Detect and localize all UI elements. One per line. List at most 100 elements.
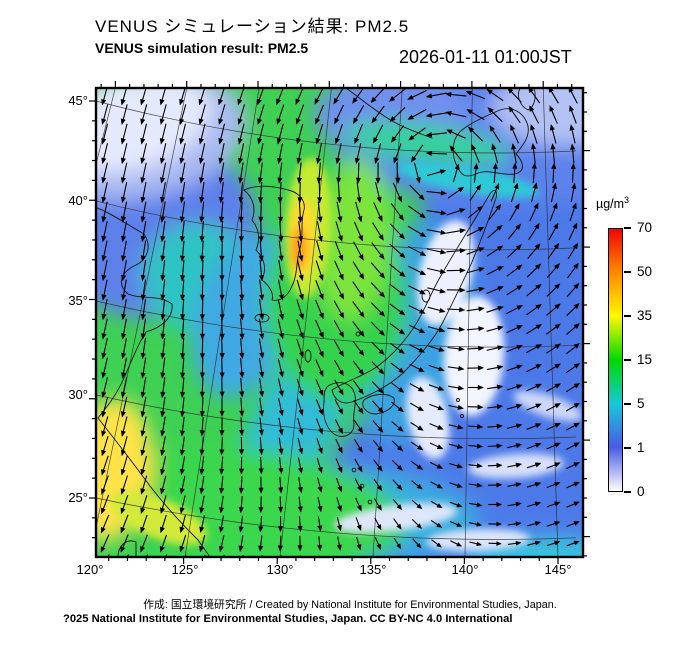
wind-arrow-shaft — [102, 88, 108, 103]
wind-arrow-shaft — [586, 385, 593, 392]
wind-arrow-shaft — [318, 162, 321, 181]
wind-arrow-shaft — [220, 143, 225, 161]
meridian-line — [96, 88, 188, 530]
wind-arrow-shaft — [334, 359, 343, 374]
wind-arrow-head — [258, 487, 264, 494]
page-title-english: VENUS simulation result: PM2.5 — [95, 40, 309, 56]
wind-arrow-head — [120, 430, 126, 437]
wind-arrow-shaft — [526, 305, 540, 316]
wind-arrow-head — [449, 145, 456, 152]
wind-arrow-shaft — [396, 162, 399, 181]
wind-arrow-shaft — [102, 123, 109, 142]
wind-arrow-shaft — [180, 534, 187, 550]
wind-arrow-shaft — [122, 182, 128, 200]
wind-arrow-head — [238, 526, 244, 533]
wind-arrow-head — [140, 566, 144, 567]
wind-arrow-shaft — [567, 245, 577, 260]
wind-arrow-shaft — [258, 299, 263, 317]
wind-arrow-head — [497, 286, 504, 292]
wind-arrow-head — [219, 275, 225, 282]
wind-arrow-shaft — [162, 318, 166, 337]
wind-arrow-head — [354, 137, 360, 145]
wind-arrow-head — [121, 235, 127, 243]
wind-arrow-shaft — [181, 337, 185, 356]
wind-arrow-head — [407, 94, 414, 100]
wind-arrow-head — [120, 507, 126, 515]
wind-arrow-shaft — [296, 299, 303, 317]
wind-arrow-head — [353, 117, 359, 125]
colorbar-tick-label: 35 — [637, 308, 653, 323]
wind-arrow-shaft — [446, 209, 463, 216]
wind-arrow-shaft — [429, 92, 447, 97]
wind-arrow-head — [554, 283, 561, 290]
lat-tick-label: 30° — [68, 387, 88, 402]
wind-arrow-shaft — [258, 318, 263, 337]
wind-arrow-shaft — [409, 184, 423, 199]
map-plot — [89, 81, 593, 567]
wind-arrow-shaft — [466, 268, 482, 274]
wind-arrow-head — [219, 430, 225, 437]
wind-arrow-shaft — [200, 182, 205, 200]
wind-arrow-shaft — [161, 396, 166, 414]
wind-arrow-head — [198, 138, 204, 145]
wind-arrow-shaft — [122, 377, 128, 395]
wind-arrow-head — [258, 526, 264, 533]
wind-arrow-head — [160, 430, 166, 437]
wind-arrow-shaft — [142, 357, 147, 376]
wind-arrow-head — [377, 387, 385, 394]
wind-arrow-shaft — [315, 280, 323, 297]
wind-arrow-head — [398, 309, 406, 316]
wind-arrow-shaft — [512, 146, 517, 164]
wind-arrow-head — [589, 106, 593, 112]
wind-arrow-shaft — [590, 206, 593, 221]
wind-arrow-head — [258, 390, 265, 398]
wind-arrow-head — [398, 233, 406, 240]
wind-arrow-shaft — [355, 201, 362, 220]
wind-arrow-shaft — [240, 201, 243, 220]
wind-arrow-shaft — [141, 436, 147, 453]
wind-arrow-head — [515, 521, 522, 527]
wind-arrow-head — [438, 346, 446, 352]
wind-arrow-head — [376, 465, 383, 472]
wind-arrow-head — [257, 138, 263, 145]
wind-arrow-shaft — [239, 143, 245, 161]
wind-arrow-shaft — [413, 558, 419, 566]
wind-arrow-head — [534, 521, 542, 527]
wind-arrow-head — [436, 542, 442, 548]
wind-arrow-shaft — [550, 108, 558, 124]
wind-arrow-shaft — [546, 265, 558, 278]
wind-arrow-shaft — [259, 162, 263, 181]
wind-arrow-shaft — [334, 241, 343, 258]
wind-arrow-head — [418, 328, 426, 334]
wind-arrow-head — [554, 501, 561, 507]
wind-arrow-head — [120, 468, 126, 476]
wind-arrow-head — [535, 324, 543, 330]
wind-arrow-head — [358, 273, 365, 280]
wind-arrow-shaft — [102, 318, 108, 337]
wind-arrow-shaft — [201, 397, 204, 414]
island-sado — [421, 289, 431, 303]
wind-arrow-head — [358, 253, 364, 261]
wind-arrow-head — [239, 333, 245, 341]
wind-arrow-shaft — [141, 455, 148, 473]
wind-arrow-head — [121, 352, 127, 360]
wind-arrow-shaft — [240, 338, 243, 356]
wind-arrow-shaft — [529, 89, 541, 104]
wind-arrow-head — [278, 313, 285, 321]
wind-arrow-shaft — [353, 241, 363, 258]
wind-arrow-shaft — [142, 377, 147, 395]
wind-arrow-shaft — [510, 108, 521, 124]
wind-arrow-head — [553, 242, 560, 250]
wind-arrow-head — [357, 234, 363, 242]
wind-arrow-head — [159, 507, 166, 515]
wind-arrow-head — [101, 313, 107, 321]
wind-arrow-shaft — [506, 286, 520, 296]
wind-arrow-shaft — [181, 279, 185, 298]
wind-arrow-head — [199, 353, 206, 360]
wind-arrow-head — [551, 162, 557, 169]
wind-arrow-head — [372, 137, 379, 144]
wind-arrow-head — [140, 526, 146, 534]
wind-arrow-head — [475, 183, 482, 191]
wind-arrow-shaft — [466, 288, 482, 293]
wind-arrow-head — [554, 403, 562, 409]
